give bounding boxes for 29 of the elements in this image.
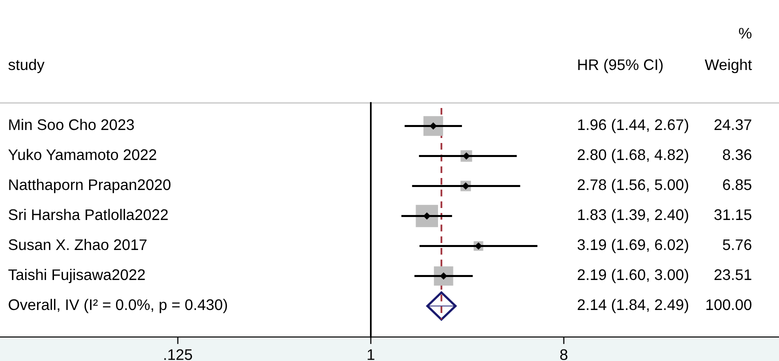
x-tick-label: 1: [368, 349, 374, 360]
text: Weight: [704, 58, 752, 74]
annotation: 31.15: [714, 209, 752, 220]
text: 2.78 (1.56, 5.00): [578, 178, 688, 194]
annotation: 23.51: [714, 269, 752, 280]
annotation: 24.37: [714, 119, 752, 130]
y-tick-label: Sri Harsha Patlolla2022: [8, 208, 168, 220]
y-tick-label: Min Soo Cho 2023: [9, 118, 134, 130]
text: 2.19 (1.60, 3.00): [578, 268, 688, 284]
text: %: [738, 28, 752, 39]
annotation: 5.76: [722, 239, 752, 250]
y-tick-label: Taishi Fujisawa2022: [8, 268, 145, 284]
text: 2.14 (1.84, 2.49): [578, 298, 688, 314]
y-tick-label: Natthaporn Prapan2020: [9, 178, 170, 194]
y-tick-label: Yuko Yamamoto 2022: [8, 148, 156, 160]
annotation: 8.36: [722, 149, 752, 160]
y-tick-label: Susan X. Zhao 2017: [8, 238, 147, 250]
text: 1.83 (1.39, 2.40): [578, 208, 688, 224]
text: HR (95% CI): [578, 58, 663, 74]
annotation: 6.85: [723, 179, 752, 190]
annotation: 100.00: [706, 299, 752, 310]
point: [426, 291, 457, 321]
x-tick-label: 8: [560, 349, 568, 360]
x-tick-label: .125: [164, 349, 192, 360]
y-tick-label: Overall, IV (I² = 0.0%, p = 0.430): [8, 298, 227, 314]
text: 3.19 (1.69, 6.02): [578, 238, 688, 254]
text: 2.80 (1.68, 4.82): [578, 148, 688, 164]
y-axis-title: study: [8, 58, 44, 74]
text: 1.96 (1.44, 2.67): [578, 118, 688, 134]
